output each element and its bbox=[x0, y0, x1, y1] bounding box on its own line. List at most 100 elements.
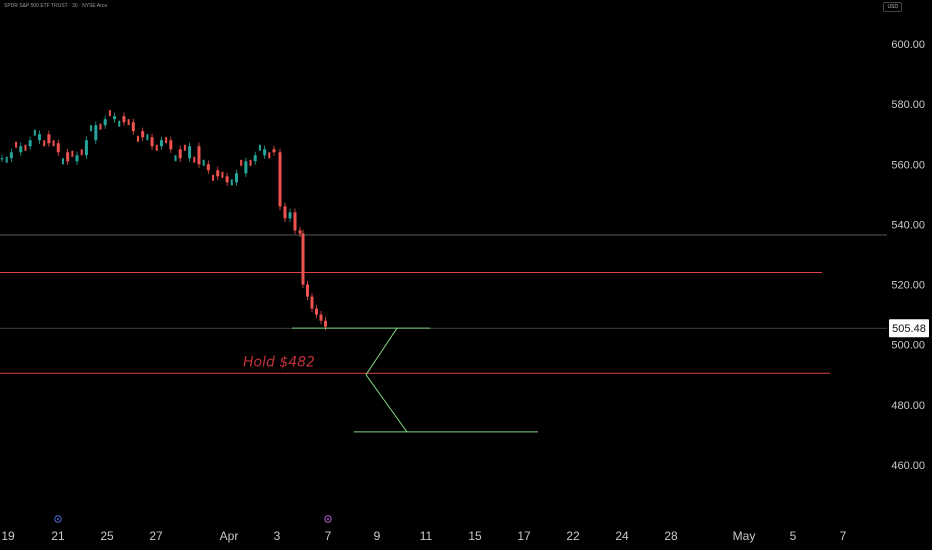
candle-body bbox=[315, 308, 318, 315]
candle-body bbox=[15, 141, 18, 148]
candle-body bbox=[47, 134, 51, 144]
candle-body bbox=[33, 129, 36, 136]
x-tick-label: Apr bbox=[220, 529, 239, 543]
candle-body bbox=[268, 152, 271, 159]
x-tick-label: 27 bbox=[149, 529, 163, 543]
x-tick-label: 22 bbox=[566, 529, 580, 543]
candle-body bbox=[43, 140, 46, 147]
last-price-box: 505.48 bbox=[889, 319, 929, 338]
candle-body bbox=[90, 125, 93, 132]
candle-body bbox=[278, 152, 282, 207]
last-price-label: 505.48 bbox=[892, 323, 926, 335]
candle-body bbox=[221, 171, 224, 178]
candle-body bbox=[108, 110, 111, 117]
candle-body bbox=[131, 122, 135, 132]
candle-body bbox=[141, 131, 145, 138]
candle-body bbox=[5, 156, 8, 163]
candle-body bbox=[19, 146, 23, 153]
candle-body bbox=[155, 144, 158, 151]
candle-body bbox=[310, 296, 314, 309]
candle-body bbox=[216, 170, 220, 177]
candle-body bbox=[249, 159, 252, 166]
candle-body bbox=[202, 159, 205, 166]
candle-body bbox=[56, 143, 60, 153]
candle-body bbox=[169, 140, 173, 150]
candle-body bbox=[298, 230, 302, 234]
x-tick-label: 21 bbox=[51, 529, 65, 543]
candle-body bbox=[137, 135, 139, 142]
y-tick-label: 480.00 bbox=[891, 400, 925, 412]
projection-path bbox=[292, 327, 538, 433]
candle-body bbox=[80, 149, 83, 156]
candle-body bbox=[150, 137, 154, 147]
horizontal-levels bbox=[0, 234, 887, 374]
candle-body bbox=[272, 149, 276, 153]
candle-body bbox=[9, 152, 13, 159]
candle-body bbox=[103, 119, 107, 126]
x-tick-label: 9 bbox=[374, 529, 381, 543]
candle-body bbox=[258, 144, 261, 151]
candle-body bbox=[283, 206, 287, 219]
projection-zigzag bbox=[365, 327, 408, 433]
event-marker-icon bbox=[324, 515, 332, 523]
candle-body bbox=[319, 314, 323, 321]
candle-body bbox=[66, 152, 70, 162]
candle-body bbox=[146, 134, 149, 141]
candle-body bbox=[52, 140, 55, 147]
candle-body bbox=[193, 156, 196, 163]
x-tick-label: 3 bbox=[274, 529, 281, 543]
candle-body bbox=[127, 119, 130, 126]
candle-body bbox=[165, 137, 168, 144]
candle-body bbox=[301, 233, 305, 285]
event-marker-dot bbox=[327, 518, 329, 520]
candlesticks bbox=[0, 110, 327, 331]
candle-body bbox=[118, 120, 121, 127]
candle-body bbox=[253, 155, 257, 162]
event-marker-icon bbox=[54, 515, 62, 523]
candle-body bbox=[212, 174, 215, 181]
candle-body bbox=[61, 158, 64, 165]
candle-body bbox=[234, 173, 238, 183]
candle-body bbox=[75, 155, 79, 162]
candle-body bbox=[0, 158, 4, 160]
candle-body bbox=[84, 140, 88, 156]
candle-body bbox=[178, 149, 182, 159]
candle-body bbox=[24, 144, 27, 151]
currency-button[interactable]: USD bbox=[883, 2, 902, 12]
event-marker-dot bbox=[57, 518, 59, 520]
candle-body bbox=[183, 144, 186, 151]
x-tick-label: May bbox=[733, 529, 756, 543]
candle-body bbox=[206, 164, 210, 171]
x-tick-label: 11 bbox=[420, 529, 433, 543]
y-tick-label: 600.00 bbox=[891, 39, 925, 51]
candle-body bbox=[113, 116, 117, 120]
candle-body bbox=[38, 134, 42, 141]
x-tick-label: 7 bbox=[840, 529, 847, 543]
candle-body bbox=[240, 159, 243, 166]
candle-body bbox=[94, 125, 98, 141]
hold-annotation: Hold $482 bbox=[243, 354, 315, 370]
candle-body bbox=[263, 149, 267, 156]
y-tick-label: 460.00 bbox=[891, 460, 925, 472]
y-tick-label: 500.00 bbox=[891, 340, 925, 352]
y-tick-label: 520.00 bbox=[891, 280, 925, 292]
x-tick-label: 28 bbox=[664, 529, 678, 543]
last-price-badge bbox=[889, 319, 929, 338]
candle-body bbox=[99, 123, 102, 130]
candle-body bbox=[288, 212, 292, 219]
candle-body bbox=[188, 146, 192, 159]
candle-body bbox=[230, 179, 233, 186]
y-tick-label: 540.00 bbox=[891, 219, 925, 231]
x-axis: 19 21 25 27 Apr 3 7 9 11 15 17 22 24 28 May 5 7 bbox=[1, 529, 846, 543]
candle-body bbox=[174, 155, 177, 162]
x-tick-label: 15 bbox=[468, 529, 482, 543]
event-markers bbox=[54, 515, 332, 523]
x-tick-label: 5 bbox=[790, 529, 797, 543]
symbol-info: SPDR S&P 500 ETF TRUST · 30 · NYSE Arca bbox=[4, 3, 108, 9]
x-tick-label: 7 bbox=[325, 529, 332, 543]
candle-body bbox=[225, 176, 229, 183]
annotations: Hold $482 bbox=[243, 354, 315, 370]
x-tick-label: 25 bbox=[100, 529, 114, 543]
candle-body bbox=[324, 320, 327, 327]
